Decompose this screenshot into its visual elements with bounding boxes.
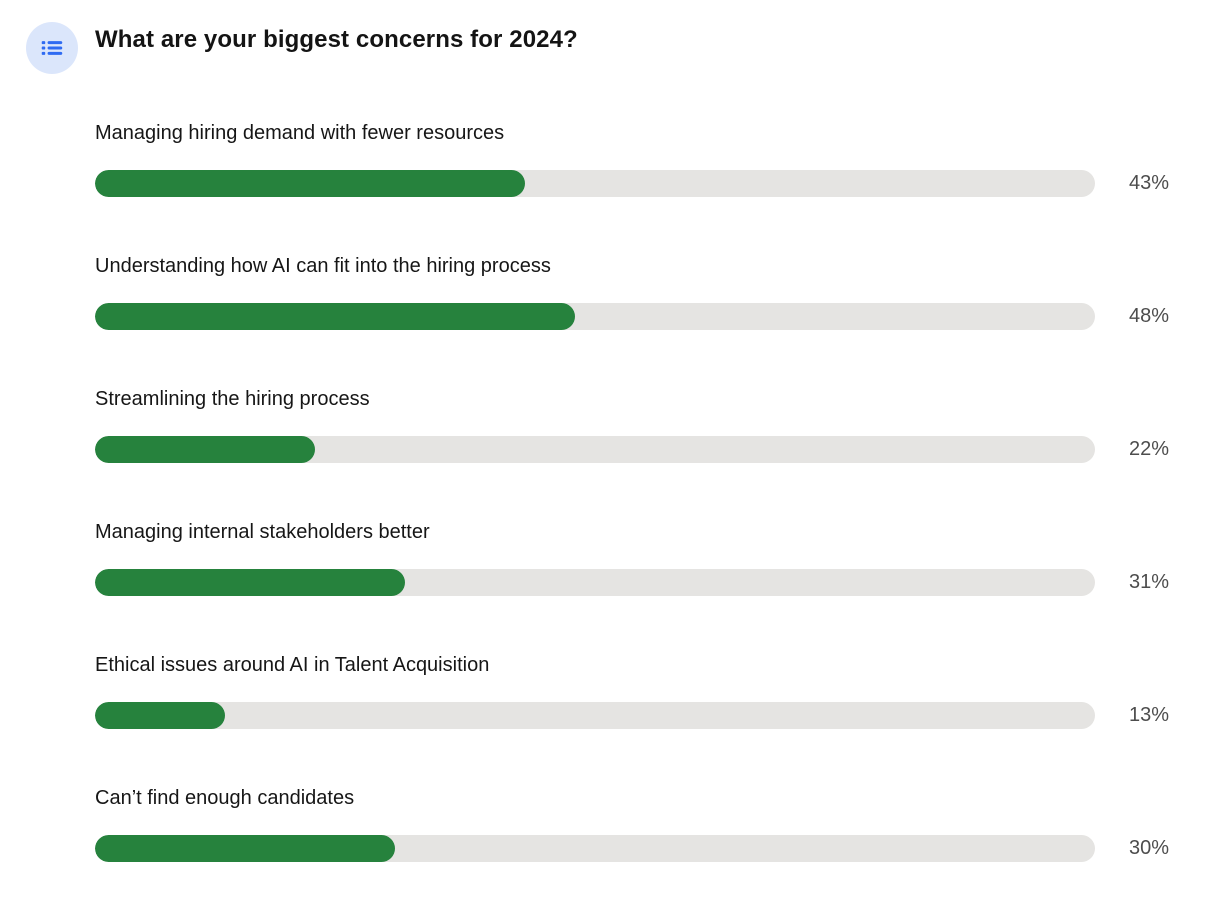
poll-option-bar-row: 22% <box>95 436 1195 463</box>
poll-option-label: Streamlining the hiring process <box>95 388 370 410</box>
poll-option-bar-row: 48% <box>95 303 1195 330</box>
poll-option-bar-track <box>95 569 1095 596</box>
poll-option: Ethical issues around AI in Talent Acqui… <box>95 652 1195 729</box>
poll-option-bar-fill <box>95 569 405 596</box>
poll-options-list: Managing hiring demand with fewer resour… <box>95 120 1195 862</box>
poll-option-bar-fill <box>95 170 525 197</box>
poll-option-bar-row: 31% <box>95 569 1195 596</box>
poll-option-bar-row: 30% <box>95 835 1195 862</box>
poll-option-percent: 31% <box>1129 571 1170 593</box>
poll-option-bar-fill <box>95 702 225 729</box>
poll-option: Understanding how AI can fit into the hi… <box>95 253 1195 330</box>
poll-option-bar-row: 13% <box>95 702 1195 729</box>
poll-option-label: Managing internal stakeholders better <box>95 521 430 543</box>
poll-option-percent: 22% <box>1129 438 1170 460</box>
poll-option-bar-row: 43% <box>95 170 1195 197</box>
poll-option: Managing internal stakeholders better 31… <box>95 519 1195 596</box>
poll-question-title: What are your biggest concerns for 2024? <box>95 26 578 53</box>
poll-option-percent: 30% <box>1129 837 1170 859</box>
poll-option-label: Understanding how AI can fit into the hi… <box>95 255 551 277</box>
poll-option: Streamlining the hiring process 22% <box>95 386 1195 463</box>
poll-option-percent: 43% <box>1129 172 1170 194</box>
poll-option-bar-fill <box>95 303 575 330</box>
poll-option-bar-track <box>95 436 1095 463</box>
poll-content: What are your biggest concerns for 2024?… <box>95 0 1195 862</box>
poll-option-label: Can’t find enough candidates <box>95 787 355 809</box>
poll-option-bar-fill <box>95 835 395 862</box>
poll-option-bar-track <box>95 702 1095 729</box>
poll-option-label: Managing hiring demand with fewer resour… <box>95 122 505 144</box>
list-icon <box>26 22 78 74</box>
poll-option: Can’t find enough candidates 30% <box>95 785 1195 862</box>
poll-option-bar-fill <box>95 436 315 463</box>
poll-option-bar-track <box>95 835 1095 862</box>
poll-option: Managing hiring demand with fewer resour… <box>95 120 1195 197</box>
poll-option-percent: 13% <box>1129 704 1170 726</box>
poll-option-bar-track <box>95 303 1095 330</box>
poll-option-label: Ethical issues around AI in Talent Acqui… <box>95 654 490 676</box>
poll-option-percent: 48% <box>1129 305 1170 327</box>
poll-option-bar-track <box>95 170 1095 197</box>
